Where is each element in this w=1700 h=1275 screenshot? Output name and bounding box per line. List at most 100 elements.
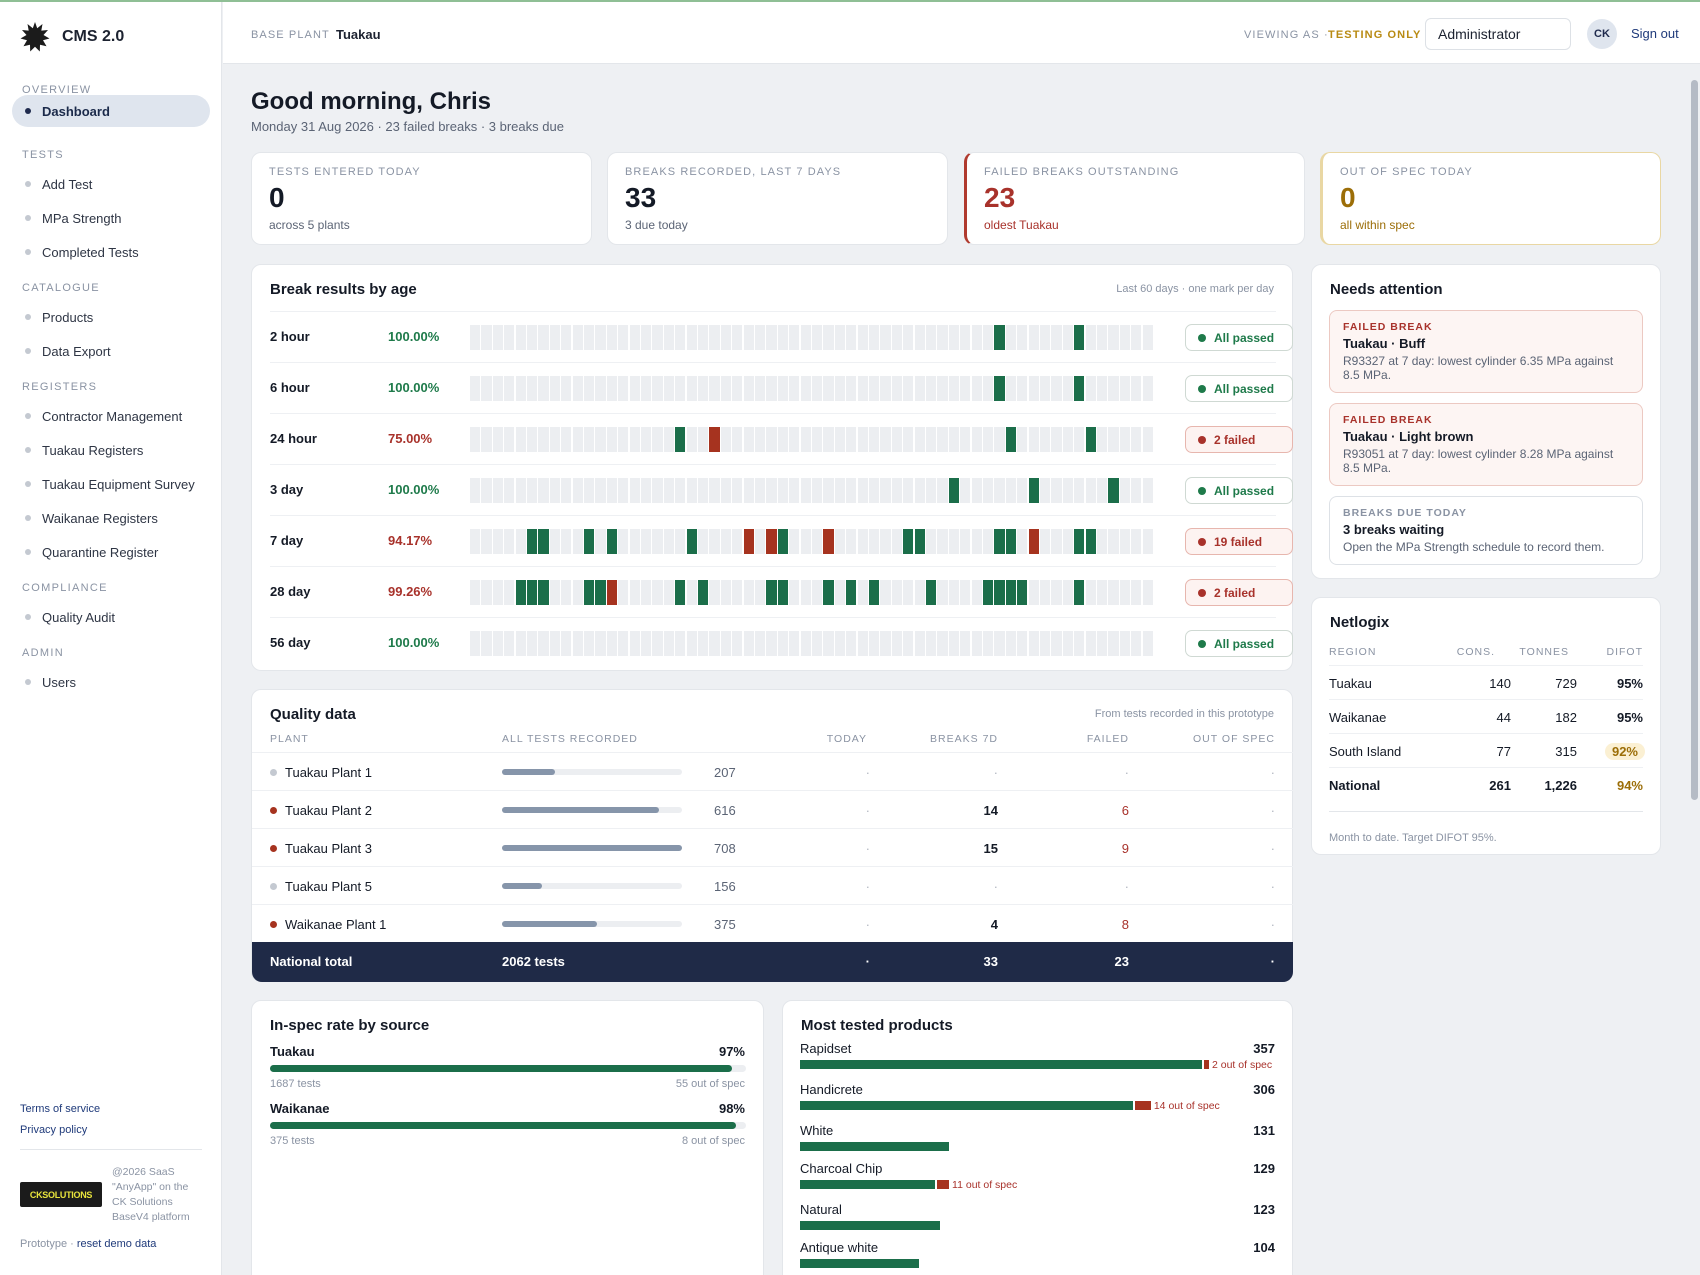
day-mark-empty [549, 376, 560, 401]
nav-item-tuakau-registers[interactable]: Tuakau Registers [12, 434, 210, 466]
day-mark-empty [572, 427, 583, 452]
day-mark-failed [606, 580, 617, 605]
nav-item-waikanae-registers[interactable]: Waikanae Registers [12, 502, 210, 534]
scrollbar-thumb[interactable] [1691, 80, 1698, 800]
day-mark-empty [960, 529, 971, 554]
day-mark-passed [1005, 580, 1016, 605]
age-label: 3 day [270, 482, 304, 497]
base-plant-value[interactable]: Tuakau [336, 27, 381, 42]
day-mark-empty [1119, 529, 1130, 554]
day-mark-empty [709, 376, 720, 401]
day-mark-empty [1108, 376, 1119, 401]
status-badge[interactable]: All passed [1185, 477, 1293, 504]
nav-section-overview: OVERVIEW [22, 84, 92, 96]
day-mark-empty [1131, 427, 1142, 452]
status-badge[interactable]: 2 failed [1185, 426, 1293, 453]
attention-title: Tuakau · Buff [1343, 336, 1426, 351]
day-mark-empty [504, 580, 515, 605]
app-name: CMS 2.0 [62, 28, 125, 45]
avatar[interactable]: CK [1587, 19, 1617, 49]
in-spec-segment [800, 1142, 950, 1151]
nav-item-data-export[interactable]: Data Export [12, 335, 210, 367]
day-mark-failed [1028, 529, 1039, 554]
stat-card-failed-breaks[interactable]: FAILED BREAKS OUTSTANDING 23 oldest Tuak… [964, 152, 1305, 245]
failed-value: · [1124, 879, 1129, 894]
attention-item-failed-light-brown[interactable]: FAILED BREAK Tuakau · Light brown R93051… [1329, 403, 1643, 486]
day-mark-empty [834, 325, 845, 350]
day-mark-empty [629, 325, 640, 350]
cons-value: 77 [1496, 744, 1511, 759]
day-mark-empty [481, 427, 492, 452]
sign-out-link[interactable]: Sign out [1631, 26, 1679, 41]
day-mark-empty [948, 325, 959, 350]
plant-row[interactable]: Tuakau Plant 2 616 · 14 6 · [252, 790, 1293, 828]
day-mark-empty [629, 427, 640, 452]
source-tests: 1687 tests [270, 1078, 321, 1090]
product-name: Natural [800, 1202, 842, 1217]
status-badge[interactable]: All passed [1185, 375, 1293, 402]
day-mark-empty [766, 325, 777, 350]
plant-row[interactable]: Tuakau Plant 1 207 · · · · [252, 752, 1293, 790]
stat-value: 0 [269, 182, 285, 213]
day-mark-empty [1051, 529, 1062, 554]
day-mark-empty [857, 529, 868, 554]
day-mark-empty [686, 580, 697, 605]
logo-solutions-text: SOLUTIONS [42, 1189, 93, 1200]
day-mark-passed [675, 427, 686, 452]
day-mark-empty [663, 376, 674, 401]
day-mark-empty [1119, 631, 1130, 656]
nav-item-add-test[interactable]: Add Test [12, 168, 210, 200]
day-mark-empty [777, 376, 788, 401]
nav-item-mpa-strength[interactable]: MPa Strength [12, 202, 210, 234]
in-spec-segment [800, 1259, 919, 1268]
terms-link[interactable]: Terms of service [20, 1103, 101, 1115]
status-badge[interactable]: All passed [1185, 324, 1293, 351]
daily-marks-strip [470, 427, 1154, 452]
privacy-link[interactable]: Privacy policy [20, 1124, 88, 1136]
nav-item-contractor-management[interactable]: Contractor Management [12, 400, 210, 432]
plant-status-dot-icon [270, 921, 277, 928]
page-title: Good morning, Chris [251, 88, 491, 115]
nav-item-users[interactable]: Users [12, 666, 210, 698]
nav-item-tuakau-equipment-survey[interactable]: Tuakau Equipment Survey [12, 468, 210, 500]
column-header-region: REGION [1329, 646, 1377, 658]
day-mark-empty [492, 325, 503, 350]
total-failed: 23 [1114, 954, 1129, 969]
day-mark-empty [743, 478, 754, 503]
total-oos: · [1270, 954, 1275, 969]
break-row: 6 hour 100.00% All passed [270, 362, 1293, 413]
day-mark-empty [1131, 529, 1142, 554]
nav-item-products[interactable]: Products [12, 301, 210, 333]
attention-item-failed-buff[interactable]: FAILED BREAK Tuakau · Buff R93327 at 7 d… [1329, 310, 1643, 393]
stat-card-tests-today[interactable]: TESTS ENTERED TODAY 0 across 5 plants [251, 152, 592, 245]
attention-item-breaks-due[interactable]: BREAKS DUE TODAY 3 breaks waiting Open t… [1329, 496, 1643, 565]
nav-dot-icon [25, 413, 31, 419]
day-mark-empty [1040, 529, 1051, 554]
plant-row[interactable]: Waikanae Plant 1 375 · 4 8 · [252, 904, 1293, 942]
stat-card-breaks-recorded[interactable]: BREAKS RECORDED, LAST 7 DAYS 33 3 due to… [607, 152, 948, 245]
day-mark-empty [869, 529, 880, 554]
logo-ck-text: CK [29, 1189, 43, 1200]
day-mark-passed [538, 580, 549, 605]
brand[interactable]: CMS 2.0 [20, 22, 124, 52]
day-mark-empty [732, 529, 743, 554]
badge-label: All passed [1214, 330, 1275, 345]
day-mark-empty [960, 631, 971, 656]
day-mark-empty [926, 427, 937, 452]
product-bar [800, 1142, 950, 1151]
nav-item-completed-tests[interactable]: Completed Tests [12, 236, 210, 268]
stat-card-out-of-spec[interactable]: OUT OF SPEC TODAY 0 all within spec [1320, 152, 1661, 245]
nav-section-tests: TESTS [22, 149, 64, 161]
status-badge[interactable]: All passed [1185, 630, 1293, 657]
role-select[interactable]: Administrator [1425, 18, 1571, 50]
plant-row[interactable]: Tuakau Plant 3 708 · 15 9 · [252, 828, 1293, 866]
difot-value: 95% [1616, 710, 1643, 725]
plant-row[interactable]: Tuakau Plant 5 156 · · · · [252, 866, 1293, 904]
nav-item-quality-audit[interactable]: Quality Audit [12, 601, 210, 633]
status-badge[interactable]: 19 failed [1185, 528, 1293, 555]
status-badge[interactable]: 2 failed [1185, 579, 1293, 606]
reset-demo-link[interactable]: reset demo data [76, 1238, 157, 1250]
nav-item-quarantine-register[interactable]: Quarantine Register [12, 536, 210, 568]
nav-item-dashboard[interactable]: Dashboard [12, 95, 210, 127]
day-mark-empty [549, 427, 560, 452]
